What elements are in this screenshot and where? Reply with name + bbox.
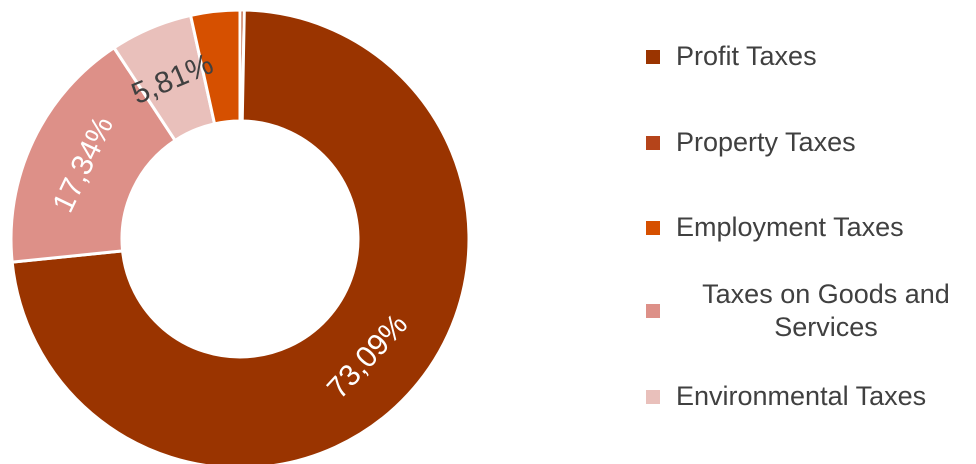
legend-item-environmental-taxes: Environmental Taxes <box>646 380 976 413</box>
legend-label: Profit Taxes <box>676 41 817 71</box>
donut-slice-employment-taxes <box>188 8 242 126</box>
legend-label: Property Taxes <box>676 127 856 157</box>
legend-swatch <box>646 220 660 235</box>
legend-label: Environmental Taxes <box>676 381 927 411</box>
legend-item-taxes-on-goods-and-services: Taxes on Goods and Services <box>646 278 976 344</box>
legend-swatch <box>646 135 660 150</box>
legend-swatch <box>646 389 660 404</box>
legend-swatch <box>646 49 660 64</box>
legend-item-employment-taxes: Employment Taxes <box>646 211 976 244</box>
donut-slice-taxes-on-goods-and-services <box>9 45 178 264</box>
donut-slice-profit-taxes <box>10 8 471 464</box>
legend-swatch <box>646 304 660 318</box>
legend-label: Taxes on Goods and Services <box>702 279 950 342</box>
legend-item-profit-taxes: Profit Taxes <box>646 40 976 73</box>
legend-label: Employment Taxes <box>676 212 904 242</box>
legend-item-property-taxes: Property Taxes <box>646 126 976 159</box>
